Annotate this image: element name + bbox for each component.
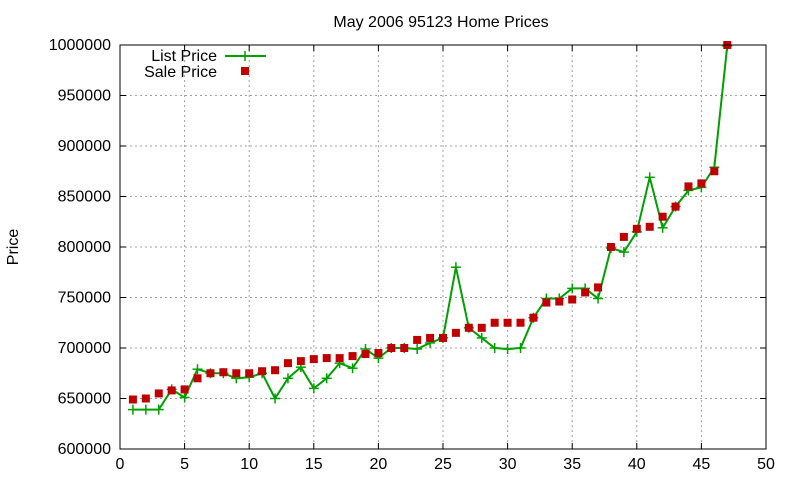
sale-price-point [167, 386, 176, 395]
legend: List Price Sale Price [144, 48, 266, 81]
sale-price-point [581, 288, 590, 297]
sale-price-point [154, 389, 163, 398]
series-layer [127, 41, 733, 415]
sale-price-point [271, 366, 280, 375]
y-tick-label: 650000 [58, 391, 111, 408]
list-price-point [644, 172, 655, 183]
sale-price-point [322, 354, 331, 363]
grid [120, 45, 766, 449]
sale-price-point [542, 298, 551, 307]
legend-marker-list-price [240, 51, 250, 61]
x-tick-label: 15 [305, 456, 323, 473]
sale-price-point [206, 369, 215, 378]
y-tick-label: 950000 [58, 88, 111, 105]
x-tick-label: 35 [563, 456, 581, 473]
x-tick-label: 0 [116, 456, 125, 473]
sale-price-point [516, 318, 525, 327]
x-tick-label: 25 [434, 456, 452, 473]
chart-title: May 2006 95123 Home Prices [333, 14, 548, 31]
sale-price-point [477, 323, 486, 332]
sale-price-point [645, 222, 654, 231]
sale-price-point [283, 359, 292, 368]
legend-label-sale-price: Sale Price [144, 64, 217, 81]
sale-price-point [374, 349, 383, 358]
list-price-point [489, 343, 500, 353]
sale-price-point [555, 297, 564, 306]
list-price-point [127, 404, 138, 415]
list-price-point [153, 404, 164, 415]
sale-price-point [439, 333, 447, 342]
sale-price-point [503, 318, 512, 327]
list-price-point [140, 404, 151, 415]
x-tick-label: 20 [370, 456, 388, 473]
sale-price-point [361, 350, 370, 359]
x-tick-label: 5 [180, 456, 189, 473]
sale-price-point [619, 232, 628, 241]
x-tick-label: 30 [499, 456, 517, 473]
x-tick-label: 40 [628, 456, 646, 473]
sale-price-point [180, 385, 189, 394]
sale-price-point [232, 369, 241, 378]
x-tick-label: 50 [757, 456, 775, 473]
list-price-point [593, 293, 604, 304]
sale-price-point [296, 357, 305, 366]
sale-price-point [684, 182, 693, 191]
list-price-point [450, 262, 461, 273]
sale-price-point [594, 283, 603, 292]
sale-price-point [464, 323, 473, 332]
sale-price-point [193, 374, 202, 383]
y-tick-label: 1000000 [49, 37, 111, 54]
sale-price-point [451, 328, 460, 337]
list-price-point [270, 393, 281, 404]
sale-price-point [671, 202, 680, 211]
list-price-point [657, 222, 668, 233]
x-tick-label: 45 [693, 456, 711, 473]
y-tick-label: 700000 [58, 340, 111, 357]
sale-price-point [632, 224, 641, 233]
sale-price-point [348, 352, 357, 361]
legend-label-list-price: List Price [151, 48, 217, 65]
sale-price-point [258, 367, 267, 376]
y-tick-label: 850000 [58, 189, 111, 206]
sale-price-point [529, 313, 538, 322]
sale-price-point [245, 369, 254, 378]
sale-price-point [128, 395, 137, 404]
sale-price-point [490, 318, 499, 327]
sale-price-point [141, 394, 150, 403]
legend-marker-sale-price [241, 67, 249, 75]
list-price-point [282, 373, 293, 384]
y-tick-label: 600000 [58, 441, 111, 458]
sale-price-point [658, 212, 667, 221]
list-price-point [179, 392, 190, 403]
list-price-point [502, 344, 513, 355]
list-price-point [476, 332, 487, 343]
sale-price-point [309, 355, 318, 364]
sale-price-point [335, 354, 344, 363]
y-tick-label: 800000 [58, 239, 111, 256]
list-price-point [321, 373, 332, 384]
y-axis-label: Price [5, 229, 22, 266]
sale-price-point [400, 344, 409, 352]
y-tick-label: 750000 [58, 290, 111, 307]
sale-price-point [387, 344, 396, 352]
sale-price-point [568, 295, 577, 304]
list-price-point [347, 363, 358, 374]
plot-frame [119, 44, 767, 450]
sale-price-point [606, 243, 615, 251]
sale-price-point [413, 335, 422, 344]
sale-price-point [426, 333, 435, 342]
list-price-point [308, 383, 319, 394]
sale-price-point [219, 368, 228, 377]
y-tick-label: 900000 [58, 138, 111, 155]
axis-ticks: 0 5 10 15 20 25 30 35 40 45 50 600000 650000 700000 75… [49, 37, 775, 473]
list-price-point [192, 364, 203, 375]
sale-price-point [697, 179, 706, 188]
list-price-point [618, 247, 629, 258]
sale-price-point [710, 167, 719, 176]
list-price-point [515, 343, 526, 353]
x-tick-label: 10 [240, 456, 258, 473]
list-price-point [412, 344, 423, 355]
list-price-point [567, 283, 578, 294]
